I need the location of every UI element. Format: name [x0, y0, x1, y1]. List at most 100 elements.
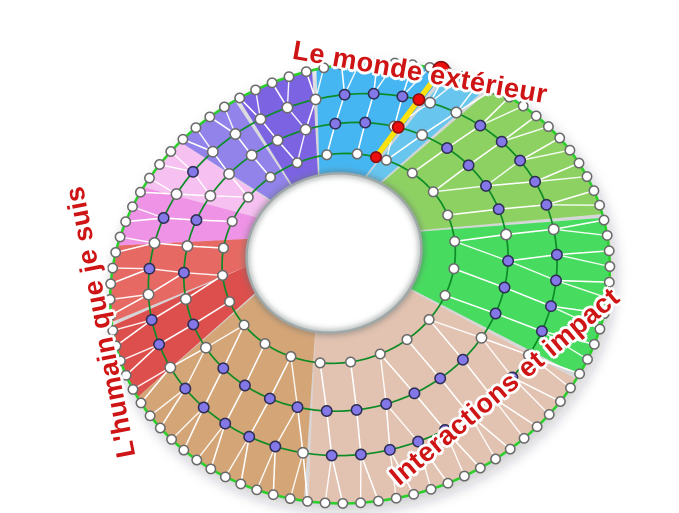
- node-outer-50[interactable]: [235, 478, 247, 490]
- sector-pink-light[interactable]: [143, 141, 271, 218]
- node-ring3-23[interactable]: [297, 446, 309, 459]
- node-outer-44[interactable]: [337, 497, 349, 509]
- highlight-node-3[interactable]: [369, 151, 382, 164]
- node-ring2-6[interactable]: [492, 203, 505, 216]
- node-inner-9[interactable]: [401, 334, 413, 346]
- node-ring3-34[interactable]: [148, 237, 161, 249]
- node-ring2-19[interactable]: [263, 392, 276, 405]
- node-outer-16[interactable]: [588, 185, 600, 197]
- node-outer-69[interactable]: [114, 231, 126, 243]
- node-outer-5[interactable]: [457, 70, 469, 82]
- node-ring3-39[interactable]: [229, 128, 242, 140]
- node-inner-5[interactable]: [449, 235, 461, 247]
- sector-red-deep[interactable]: [112, 266, 256, 398]
- node-outer-62[interactable]: [110, 340, 122, 352]
- node-outer-87[interactable]: [353, 57, 365, 69]
- node-outer-73[interactable]: [144, 172, 155, 184]
- node-outer-75[interactable]: [165, 146, 177, 157]
- node-outer-36[interactable]: [474, 462, 486, 474]
- node-outer-10[interactable]: [530, 110, 542, 122]
- node-outer-45[interactable]: [319, 497, 331, 509]
- node-outer-29[interactable]: [565, 382, 576, 394]
- node-outer-49[interactable]: [251, 484, 263, 496]
- node-inner-20[interactable]: [242, 191, 254, 203]
- sector-purple-light[interactable]: [180, 100, 291, 201]
- node-outer-47[interactable]: [284, 493, 296, 505]
- node-outer-63[interactable]: [107, 325, 119, 337]
- node-ring2-17[interactable]: [320, 405, 333, 417]
- node-outer-23[interactable]: [601, 292, 613, 304]
- node-inner-3[interactable]: [427, 186, 439, 198]
- node-ring3-24[interactable]: [269, 440, 282, 453]
- node-inner-7[interactable]: [439, 289, 451, 301]
- node-outer-39[interactable]: [425, 483, 437, 495]
- node-outer-22[interactable]: [603, 276, 615, 288]
- node-ring3-2[interactable]: [424, 96, 437, 109]
- node-outer-25[interactable]: [594, 323, 606, 335]
- node-ring2-20[interactable]: [238, 379, 251, 392]
- node-ring2-13[interactable]: [434, 372, 447, 385]
- node-ring3-36[interactable]: [170, 188, 183, 201]
- node-outer-84[interactable]: [300, 66, 312, 78]
- node-inner-2[interactable]: [406, 167, 418, 179]
- node-outer-2[interactable]: [407, 59, 418, 71]
- node-ring3-22[interactable]: [325, 449, 338, 462]
- node-outer-74[interactable]: [154, 159, 166, 170]
- node-outer-86[interactable]: [336, 59, 348, 71]
- node-ring2-3[interactable]: [441, 142, 454, 155]
- node-ring2-11[interactable]: [475, 331, 488, 344]
- node-ring3-28[interactable]: [179, 382, 192, 395]
- node-outer-83[interactable]: [283, 71, 295, 83]
- node-outer-55[interactable]: [166, 433, 178, 445]
- node-outer-17[interactable]: [594, 199, 606, 211]
- node-outer-24[interactable]: [598, 308, 610, 320]
- node-ring3-31[interactable]: [145, 313, 158, 326]
- node-outer-85[interactable]: [318, 62, 330, 74]
- node-ring3-8[interactable]: [540, 198, 553, 211]
- node-ring2-25[interactable]: [177, 266, 190, 279]
- node-ring2-8[interactable]: [502, 254, 515, 267]
- node-outer-11[interactable]: [542, 121, 554, 133]
- node-inner-15[interactable]: [238, 319, 250, 331]
- node-outer-76[interactable]: [177, 133, 189, 145]
- node-outer-48[interactable]: [267, 489, 279, 501]
- node-outer-80[interactable]: [234, 92, 246, 104]
- node-outer-77[interactable]: [190, 122, 202, 134]
- node-ring2-0[interactable]: [359, 116, 372, 129]
- node-outer-26[interactable]: [588, 338, 600, 350]
- node-inner-22[interactable]: [291, 157, 303, 169]
- node-outer-19[interactable]: [601, 229, 613, 241]
- node-outer-67[interactable]: [107, 262, 119, 274]
- node-outer-61[interactable]: [114, 355, 126, 367]
- node-ring3-7[interactable]: [529, 175, 542, 188]
- node-outer-12[interactable]: [554, 132, 566, 144]
- node-outer-58[interactable]: [135, 397, 147, 409]
- node-ring3-30[interactable]: [153, 338, 166, 351]
- node-ring2-28[interactable]: [204, 189, 217, 202]
- node-ring2-21[interactable]: [217, 362, 230, 375]
- node-ring2-31[interactable]: [271, 134, 284, 147]
- node-outer-13[interactable]: [564, 144, 576, 156]
- node-outer-27[interactable]: [582, 353, 593, 365]
- node-ring3-13[interactable]: [535, 325, 548, 338]
- node-inner-1[interactable]: [380, 154, 392, 166]
- node-ring2-12[interactable]: [456, 353, 469, 366]
- node-ring3-29[interactable]: [164, 361, 177, 374]
- node-outer-81[interactable]: [250, 84, 262, 96]
- node-outer-79[interactable]: [218, 101, 230, 113]
- node-inner-23[interactable]: [321, 149, 333, 161]
- node-inner-0[interactable]: [351, 148, 363, 160]
- highlight-node-2[interactable]: [391, 120, 405, 134]
- node-outer-8[interactable]: [503, 91, 515, 103]
- node-ring3-26[interactable]: [219, 417, 232, 430]
- node-ring3-21[interactable]: [354, 448, 367, 461]
- node-outer-30[interactable]: [554, 396, 566, 407]
- node-outer-82[interactable]: [266, 77, 278, 89]
- sector-pink-deep[interactable]: [117, 187, 258, 246]
- node-outer-53[interactable]: [191, 454, 203, 466]
- node-ring2-33[interactable]: [329, 117, 342, 130]
- node-ring2-2[interactable]: [416, 129, 429, 141]
- node-outer-57[interactable]: [144, 410, 156, 422]
- node-outer-56[interactable]: [154, 422, 166, 434]
- node-ring2-7[interactable]: [500, 228, 513, 241]
